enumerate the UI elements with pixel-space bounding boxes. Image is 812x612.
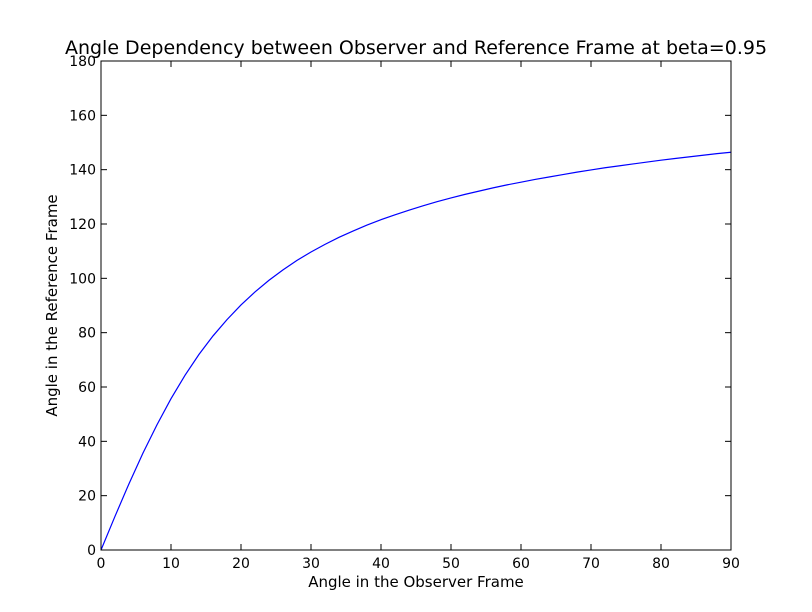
x-axis-label: Angle in the Observer Frame (308, 573, 524, 591)
x-tick-label: 0 (97, 556, 106, 572)
x-tick-label: 30 (302, 556, 320, 572)
x-tick-label: 40 (372, 556, 390, 572)
x-tick-label: 20 (232, 556, 250, 572)
y-tick-label: 40 (78, 434, 96, 450)
y-tick-label: 20 (78, 489, 96, 505)
y-axis-label: Angle in the Reference Frame (43, 194, 61, 416)
series-layer (100, 151, 732, 551)
y-tick-label: 100 (69, 271, 96, 287)
y-tick-label: 160 (69, 108, 96, 124)
x-tick-label: 90 (722, 556, 740, 572)
y-tick-label: 180 (69, 54, 96, 70)
plot-frame (100, 60, 732, 551)
x-tick-label: 70 (582, 556, 600, 572)
series-line (100, 151, 732, 551)
y-tick-label: 60 (78, 380, 96, 396)
chart-title: Angle Dependency between Observer and Re… (65, 37, 767, 59)
x-tick-label: 80 (652, 556, 670, 572)
x-tick-label: 10 (162, 556, 180, 572)
y-tick-label: 120 (69, 217, 96, 233)
x-tick-label: 50 (442, 556, 460, 572)
x-tick-label: 60 (512, 556, 530, 572)
y-tick-label: 0 (87, 543, 96, 559)
y-tick-label: 80 (78, 326, 96, 342)
y-tick-label: 140 (69, 163, 96, 179)
axis-ticks: 0 10 20 30 40 50 60 70 80 90 0 20 40 60 80 100 120 140 160… (69, 54, 740, 572)
